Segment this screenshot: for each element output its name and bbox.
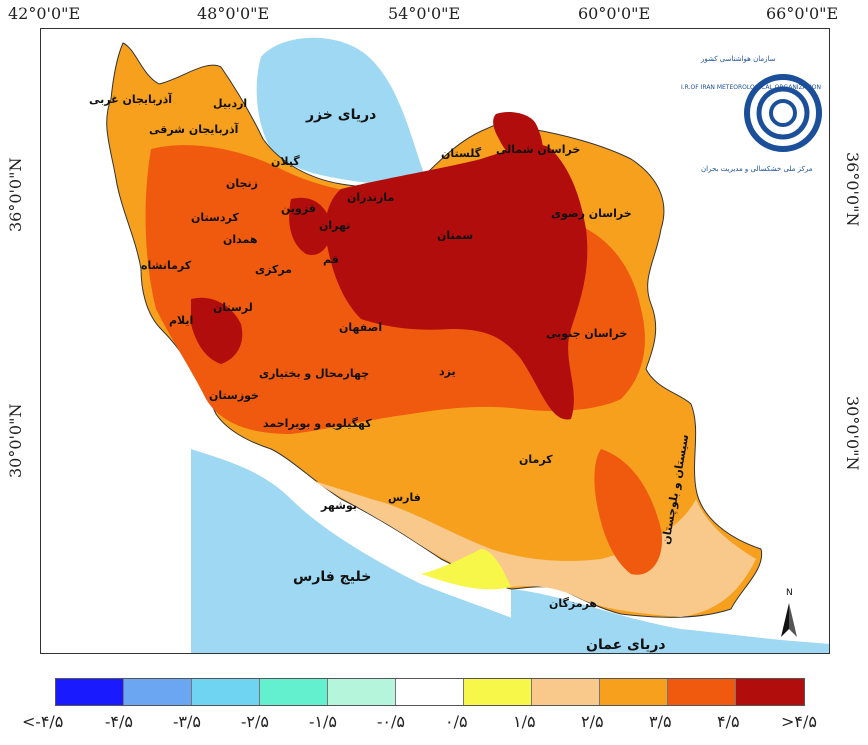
zone-medium-south [594,449,662,575]
label-semnan: سمنان [437,229,473,242]
label-markazi: مرکزی [255,263,292,276]
label-bushehr: بوشهر [320,499,357,512]
label-qom: قم [323,253,339,266]
coord-right-30: 30°0'0"N [843,396,862,471]
logo-text-top: سازمان هواشناسی کشور [700,55,776,63]
coord-top-60: 60°0'0"E [578,4,651,23]
coord-left-36: 36°0'0"N [6,157,25,232]
map-frame: دریای خزر خلیج فارس دریای عمان آذربایجان… [40,28,830,654]
coord-right-36: 36°0'0"N [843,152,862,227]
label-mazandaran: مازندران [347,191,394,204]
legend-label: -۰/۵ [377,712,405,731]
north-arrow-icon: N [781,588,797,637]
legend-swatch [328,679,396,705]
legend-label: <-۴/۵ [22,712,64,731]
legend-swatch [464,679,532,705]
legend-label: -۲/۵ [241,712,269,731]
label-zanjan: زنجان [226,177,258,190]
coord-top-66: 66°0'0"E [766,4,839,23]
label-golestan: گلستان [441,147,482,160]
label-isfahan: اصفهان [339,321,382,334]
label-kohgiluyeh: کهگیلویه و بویراحمد [263,417,372,430]
legend-label: ۲/۵ [581,712,604,731]
zone-yellow [421,549,511,590]
label-qazvin: قزوین [281,202,316,215]
coord-top-42: 42°0'0"E [8,4,81,23]
legend-label: ۳/۵ [649,712,672,731]
zone-severe-central [289,197,332,255]
label-hormozgan: هرمزگان [549,597,597,610]
legend-swatch [668,679,736,705]
label-ilam: ایلام [169,314,193,327]
zone-severe-west [191,297,243,364]
label-north-khorasan: خراسان شمالی [496,143,580,156]
legend-swatch [56,679,124,705]
legend-label: >۴/۵ [781,712,817,731]
oman-sea-label: دریای عمان [586,637,666,653]
zone-severe [325,144,588,420]
label-razavi-khorasan: خراسان رضوی [551,207,632,220]
persian-gulf [191,449,561,653]
legend-swatch [192,679,260,705]
legend-label: -۳/۵ [173,712,201,731]
legend-label: -۱/۵ [309,712,337,731]
legend-swatch [600,679,668,705]
logo-text-bottom: مرکز ملی خشکسالی و مدیریت بحران [701,165,813,173]
caspian-label: دریای خزر [305,107,376,123]
meteorological-org-logo: سازمان هواشناسی کشور I.R.OF IRAN METEORO… [681,55,822,173]
coord-left-30: 30°0'0"N [6,403,25,478]
color-legend [55,678,805,706]
label-kurdistan: کردستان [191,211,239,224]
legend-swatch [532,679,600,705]
label-east-azarbaijan: آذربایجان شرقی [149,122,239,136]
oman-sea [511,589,829,653]
label-gilan: گیلان [271,155,300,168]
legend-label: ۱/۵ [513,712,536,731]
label-lorestan: لرستان [213,301,253,314]
legend-swatch [736,679,804,705]
legend-swatch [260,679,328,705]
legend-label: ۴/۵ [717,712,740,731]
zone-severe-north [493,112,544,179]
logo-text-en: I.R.OF IRAN METEOROLOGICAL ORGANIZATION [681,84,821,91]
legend-label: -۴/۵ [105,712,133,731]
drought-map: دریای خزر خلیج فارس دریای عمان آذربایجان… [89,37,829,653]
label-chaharmahal: چهارمحال و بختیاری [259,367,369,380]
label-kermanshah: کرمانشاه [141,259,192,272]
label-kerman: کرمان [519,453,553,466]
label-ardabil: اردبیل [213,97,247,110]
label-fars: فارس [388,491,421,504]
legend-swatch [124,679,192,705]
north-arrow-letter: N [786,588,793,598]
persian-gulf-label: خلیج فارس [293,569,371,585]
label-tehran: تهران [319,219,350,232]
legend-swatch [396,679,464,705]
zone-light [311,479,756,617]
label-hamadan: همدان [223,233,258,246]
label-south-khorasan: خراسان جنوبی [546,327,627,340]
coord-top-48: 48°0'0"E [197,4,270,23]
label-west-azarbaijan: آذربایجان غربی [89,92,172,106]
legend-label: ۰/۵ [445,712,468,731]
caspian-sea [256,37,426,185]
label-yazd: یزد [439,365,456,378]
label-khuzestan: خوزستان [209,389,259,402]
coord-top-54: 54°0'0"E [388,4,461,23]
